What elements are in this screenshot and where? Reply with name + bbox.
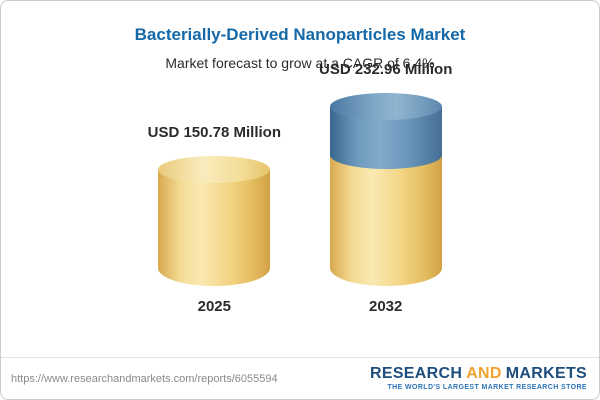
cylinder-2032: [329, 93, 442, 286]
cylinder-2032-top-segment: [329, 93, 442, 169]
value-label-2025: USD 150.78 Million: [147, 124, 281, 141]
cylinder-2025-top-ellipse: [158, 156, 271, 183]
logo-tagline: THE WORLD'S LARGEST MARKET RESEARCH STOR…: [387, 384, 587, 392]
logo-word-research: RESEARCH: [370, 364, 463, 382]
bar-group-2025: USD 150.78 Million 2025: [148, 124, 281, 315]
chart-plot-area: USD 150.78 Million 2025 USD 232.96 Milli…: [1, 61, 599, 315]
research-and-markets-logo: RESEARCH AND MARKETS THE WORLD'S LARGEST M…: [370, 365, 587, 392]
logo-word-and: AND: [466, 364, 502, 382]
report-url-link[interactable]: https://www.researchandmarkets.com/repor…: [11, 372, 278, 385]
logo-word-markets: MARKETS: [505, 364, 587, 382]
cylinder-2025: [158, 156, 271, 286]
chart-header: Bacterially-Derived Nanoparticles Market…: [1, 1, 599, 71]
chart-title: Bacterially-Derived Nanoparticles Market: [134, 25, 466, 44]
year-label-2032: 2032: [369, 298, 403, 315]
value-label-2032: USD 232.96 Million: [319, 61, 453, 78]
year-label-2025: 2025: [197, 298, 231, 315]
cylinder-2032-top-ellipse: [329, 93, 442, 120]
chart-subtitle: Market forecast to grow at a CAGR of 6.4…: [165, 55, 435, 71]
bar-group-2032: USD 232.96 Million 2032: [319, 61, 452, 315]
cylinder-2025-body: [158, 169, 271, 286]
footer-bar: https://www.researchandmarkets.com/repor…: [1, 357, 599, 399]
logo-wordmark: RESEARCH AND MARKETS: [370, 365, 587, 383]
